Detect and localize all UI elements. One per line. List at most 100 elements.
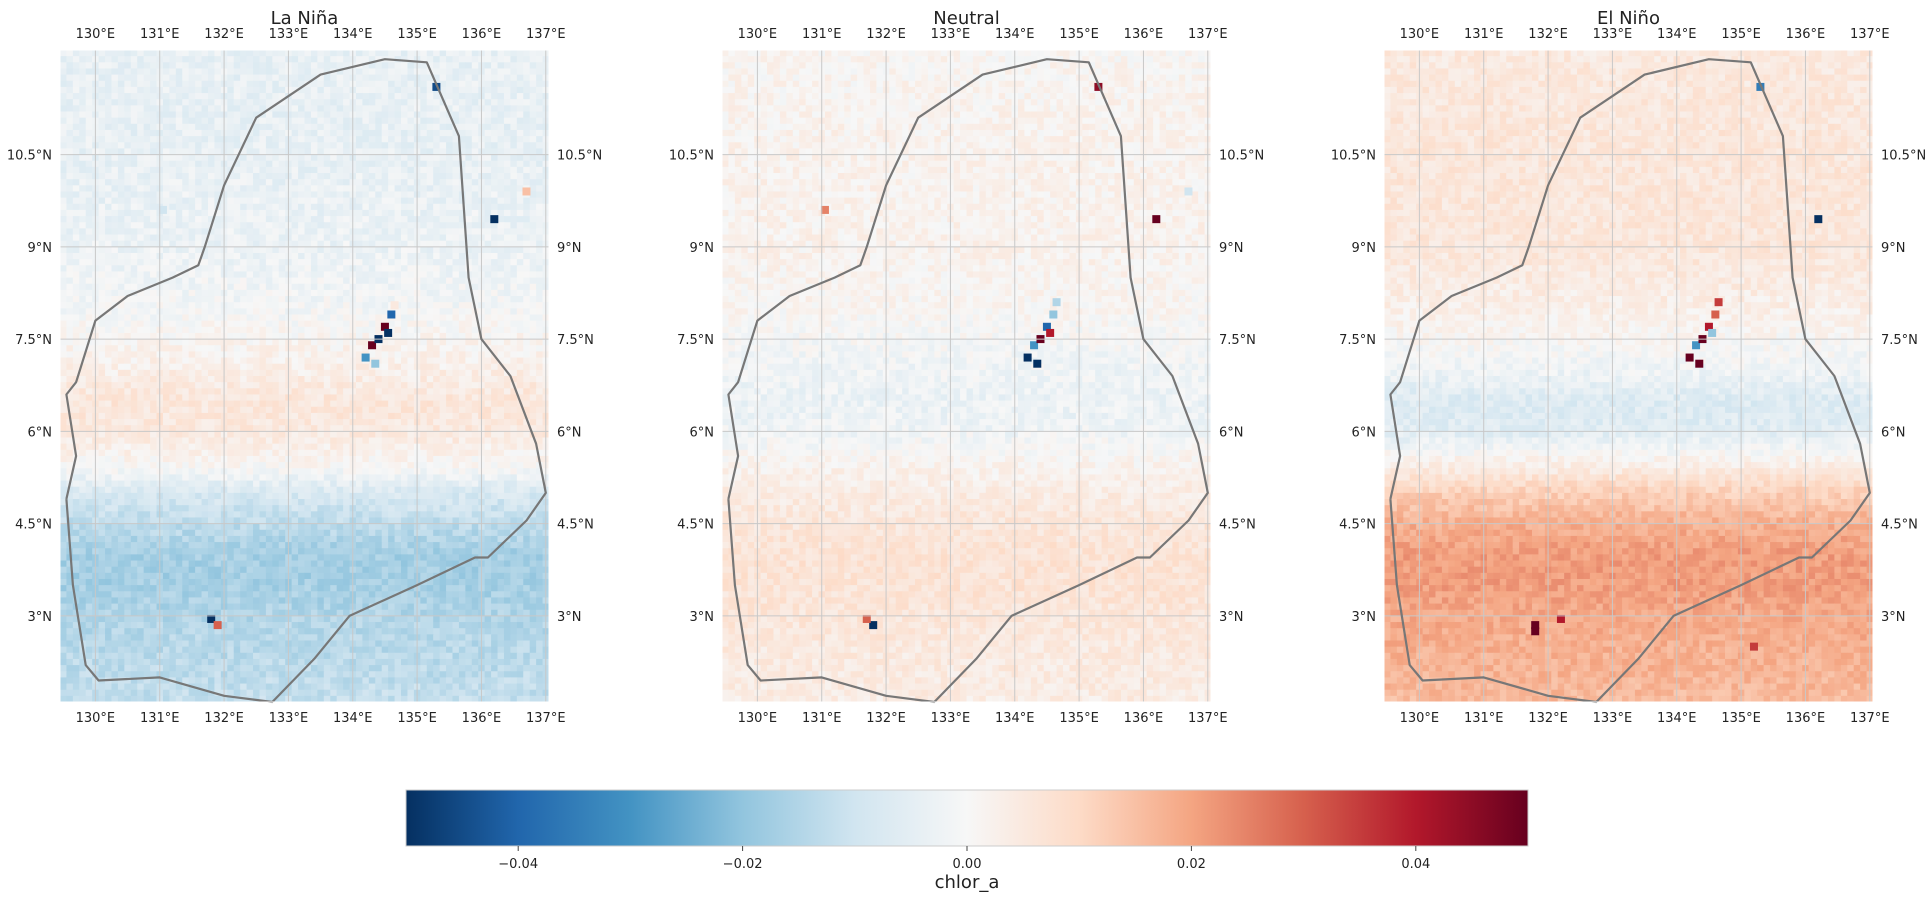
heatmap-cell [201,351,209,359]
heatmap-cell [105,117,113,125]
heatmap-cell [439,173,447,180]
heatmap-cell [143,363,151,371]
heatmap-cell [117,271,125,279]
heatmap-cell [523,148,531,156]
heatmap-cell [426,191,434,199]
heatmap-cell [137,382,145,389]
heatmap-cell [375,209,383,217]
heatmap-cell [201,369,209,377]
heatmap-cell [278,148,286,156]
heatmap-cell [503,425,511,432]
heatmap-cell [124,339,132,346]
heatmap-cell [510,111,518,119]
heatmap-cell [471,265,479,273]
heatmap-cell [536,296,544,303]
heatmap-cell [265,412,273,420]
heatmap-cell [265,382,273,389]
heatmap-cell [343,209,351,217]
heatmap-cell [465,222,473,229]
heatmap-cell [523,339,531,346]
heatmap-cell [60,271,68,279]
heatmap-cell [162,369,170,377]
heatmap-cell [330,271,338,279]
heatmap-cell [272,191,280,199]
heatmap-cell [452,302,460,309]
heatmap-cell [420,339,428,346]
heatmap-cell [175,332,183,340]
heatmap-cell [446,388,454,396]
heatmap-cell [439,166,447,174]
heatmap-cell [491,86,499,94]
heatmap-cell [182,123,190,131]
heatmap-cell [162,302,170,309]
heatmap-cell [207,308,216,316]
heatmap-cell [272,252,280,260]
heatmap-cell [227,68,235,76]
heatmap-cell [401,111,409,119]
heatmap-cell [510,56,518,63]
heatmap-cell [439,296,447,303]
heatmap-cell [150,314,158,322]
heatmap-cell [98,252,106,260]
heatmap-cell [291,179,299,186]
heatmap-cell [130,197,138,205]
heatmap-cell [162,443,170,451]
heatmap-cell [137,148,145,156]
heatmap-cell [233,326,241,334]
heatmap-cell [214,351,222,359]
heatmap-cell [465,394,473,402]
heatmap-cell [343,93,351,100]
heatmap-cell [201,252,209,260]
heatmap-cell [394,271,402,279]
heatmap-cell [510,185,518,193]
heatmap-cell [240,394,248,402]
heatmap-cell [291,357,299,365]
heatmap-cell [388,222,396,229]
heatmap-cell [343,142,351,150]
heatmap-cell [117,431,125,439]
heatmap-cell [195,332,203,340]
heatmap-cell [162,376,170,383]
heatmap-cell [111,216,119,223]
heatmap-cell [98,93,106,100]
heatmap-cell [394,136,402,143]
heatmap-cell [291,283,299,291]
heatmap-cell [368,376,376,383]
heatmap-cell [471,443,479,451]
heatmap-cell [375,437,383,445]
heatmap-cell [536,74,544,82]
heatmap-cell [381,277,389,285]
heatmap-cell [98,80,106,88]
heatmap-cell [516,271,524,279]
heatmap-cell [272,216,280,223]
heatmap-cell [426,142,434,150]
heatmap-cell [523,320,531,328]
heatmap-cell [420,93,428,100]
heatmap-cell [111,142,119,150]
heatmap-cell [317,252,325,260]
heatmap-cell [317,320,325,328]
heatmap-cell [375,351,383,359]
heatmap-cell [491,185,499,193]
heatmap-cell [137,173,145,180]
heatmap-cell [491,271,499,279]
heatmap-cell [162,50,170,57]
heatmap-cell [420,99,428,106]
heatmap-cell [298,80,306,88]
heatmap-cell [169,332,177,340]
heatmap-cell [420,388,428,396]
heatmap-cell [394,388,402,396]
heatmap-cell [523,369,531,377]
heatmap-cell [278,62,286,70]
heatmap-cell [214,56,222,63]
heatmap-cell [214,394,222,402]
heatmap-cell [207,376,216,383]
heatmap-cell [523,425,531,432]
heatmap-cell [143,308,151,316]
heatmap-cell [253,228,261,236]
heatmap-cell [407,197,415,205]
heatmap-cell [368,160,376,168]
heatmap-cell [343,345,351,352]
heatmap-cell [355,357,363,365]
heatmap-cell [124,99,132,106]
